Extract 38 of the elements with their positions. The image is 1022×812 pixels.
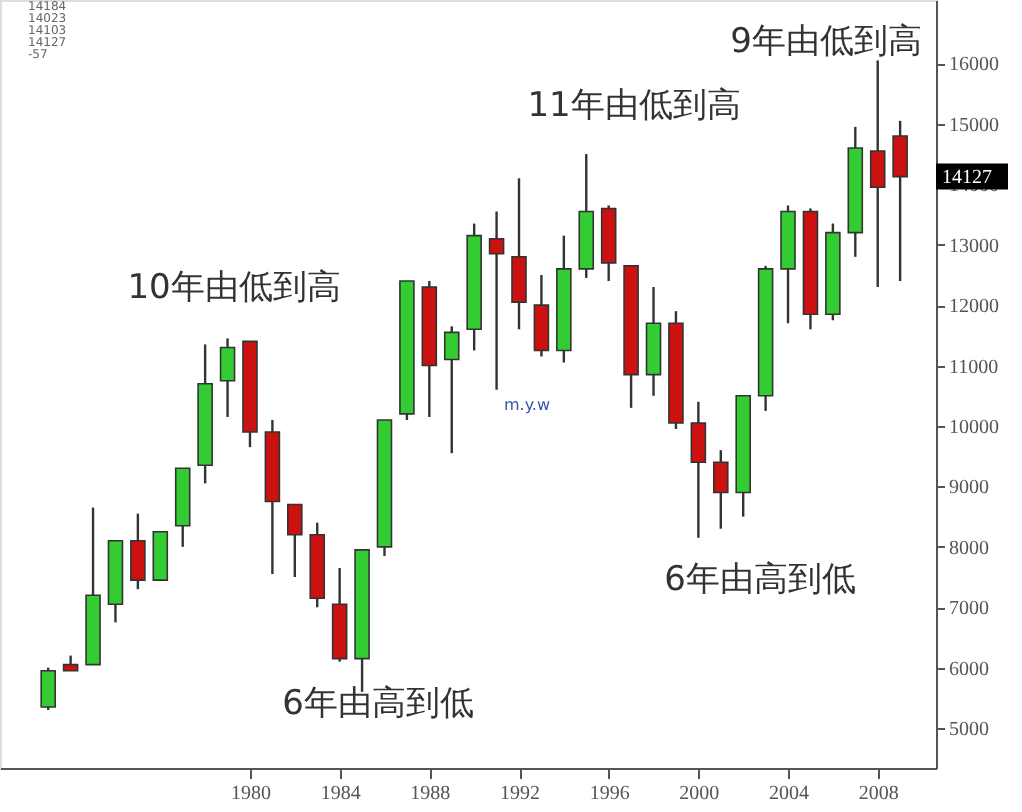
candlestick [219, 337, 236, 419]
candlestick [712, 448, 729, 530]
candlestick [287, 503, 303, 579]
annotation: 10年由低到高 [127, 268, 341, 308]
x-tick-label: 2004 [769, 783, 810, 805]
annotation: 6年由高到低 [664, 560, 856, 600]
candlestick [130, 512, 146, 591]
y-tick-label: 6000 [949, 658, 989, 681]
x-tick-label: 2008 [858, 783, 899, 805]
y-tick-label: 11000 [949, 356, 999, 379]
annotation: m.y.w [504, 396, 551, 414]
annotation: 6年由高到低 [282, 684, 474, 724]
y-tick-label: 7000 [949, 598, 989, 621]
x-tick-label: 2000 [679, 783, 720, 805]
y-tick-label: 15000 [949, 114, 999, 137]
ref-line-label: 14127 [942, 166, 992, 189]
candlestick [40, 666, 56, 712]
x-tick-label: 1992 [500, 783, 540, 805]
y-tick-label: 10000 [949, 417, 999, 439]
candlestick [892, 119, 908, 283]
candlestick [443, 325, 460, 455]
candlestick [488, 210, 505, 391]
y-tick-label: 9000 [949, 477, 989, 500]
x-tick-label: 1996 [589, 783, 630, 805]
y-tick-label: 5000 [949, 719, 989, 742]
candlestick [533, 273, 550, 358]
y-tick-label: 13000 [949, 235, 999, 258]
annotation: 9年由低到高 [730, 22, 922, 62]
y-tick-label: 16000 [949, 54, 999, 77]
candlestick [869, 59, 886, 289]
candlestick [511, 177, 527, 331]
x-tick-label: 1984 [320, 783, 361, 805]
x-tick-label: 1988 [410, 783, 451, 805]
y-tick-label: 12000 [949, 296, 999, 319]
candlestick [690, 400, 707, 539]
y-tick-label: 8000 [949, 537, 989, 560]
annotation: 11年由低到高 [527, 86, 741, 126]
x-tick-label: 1980 [230, 783, 271, 805]
